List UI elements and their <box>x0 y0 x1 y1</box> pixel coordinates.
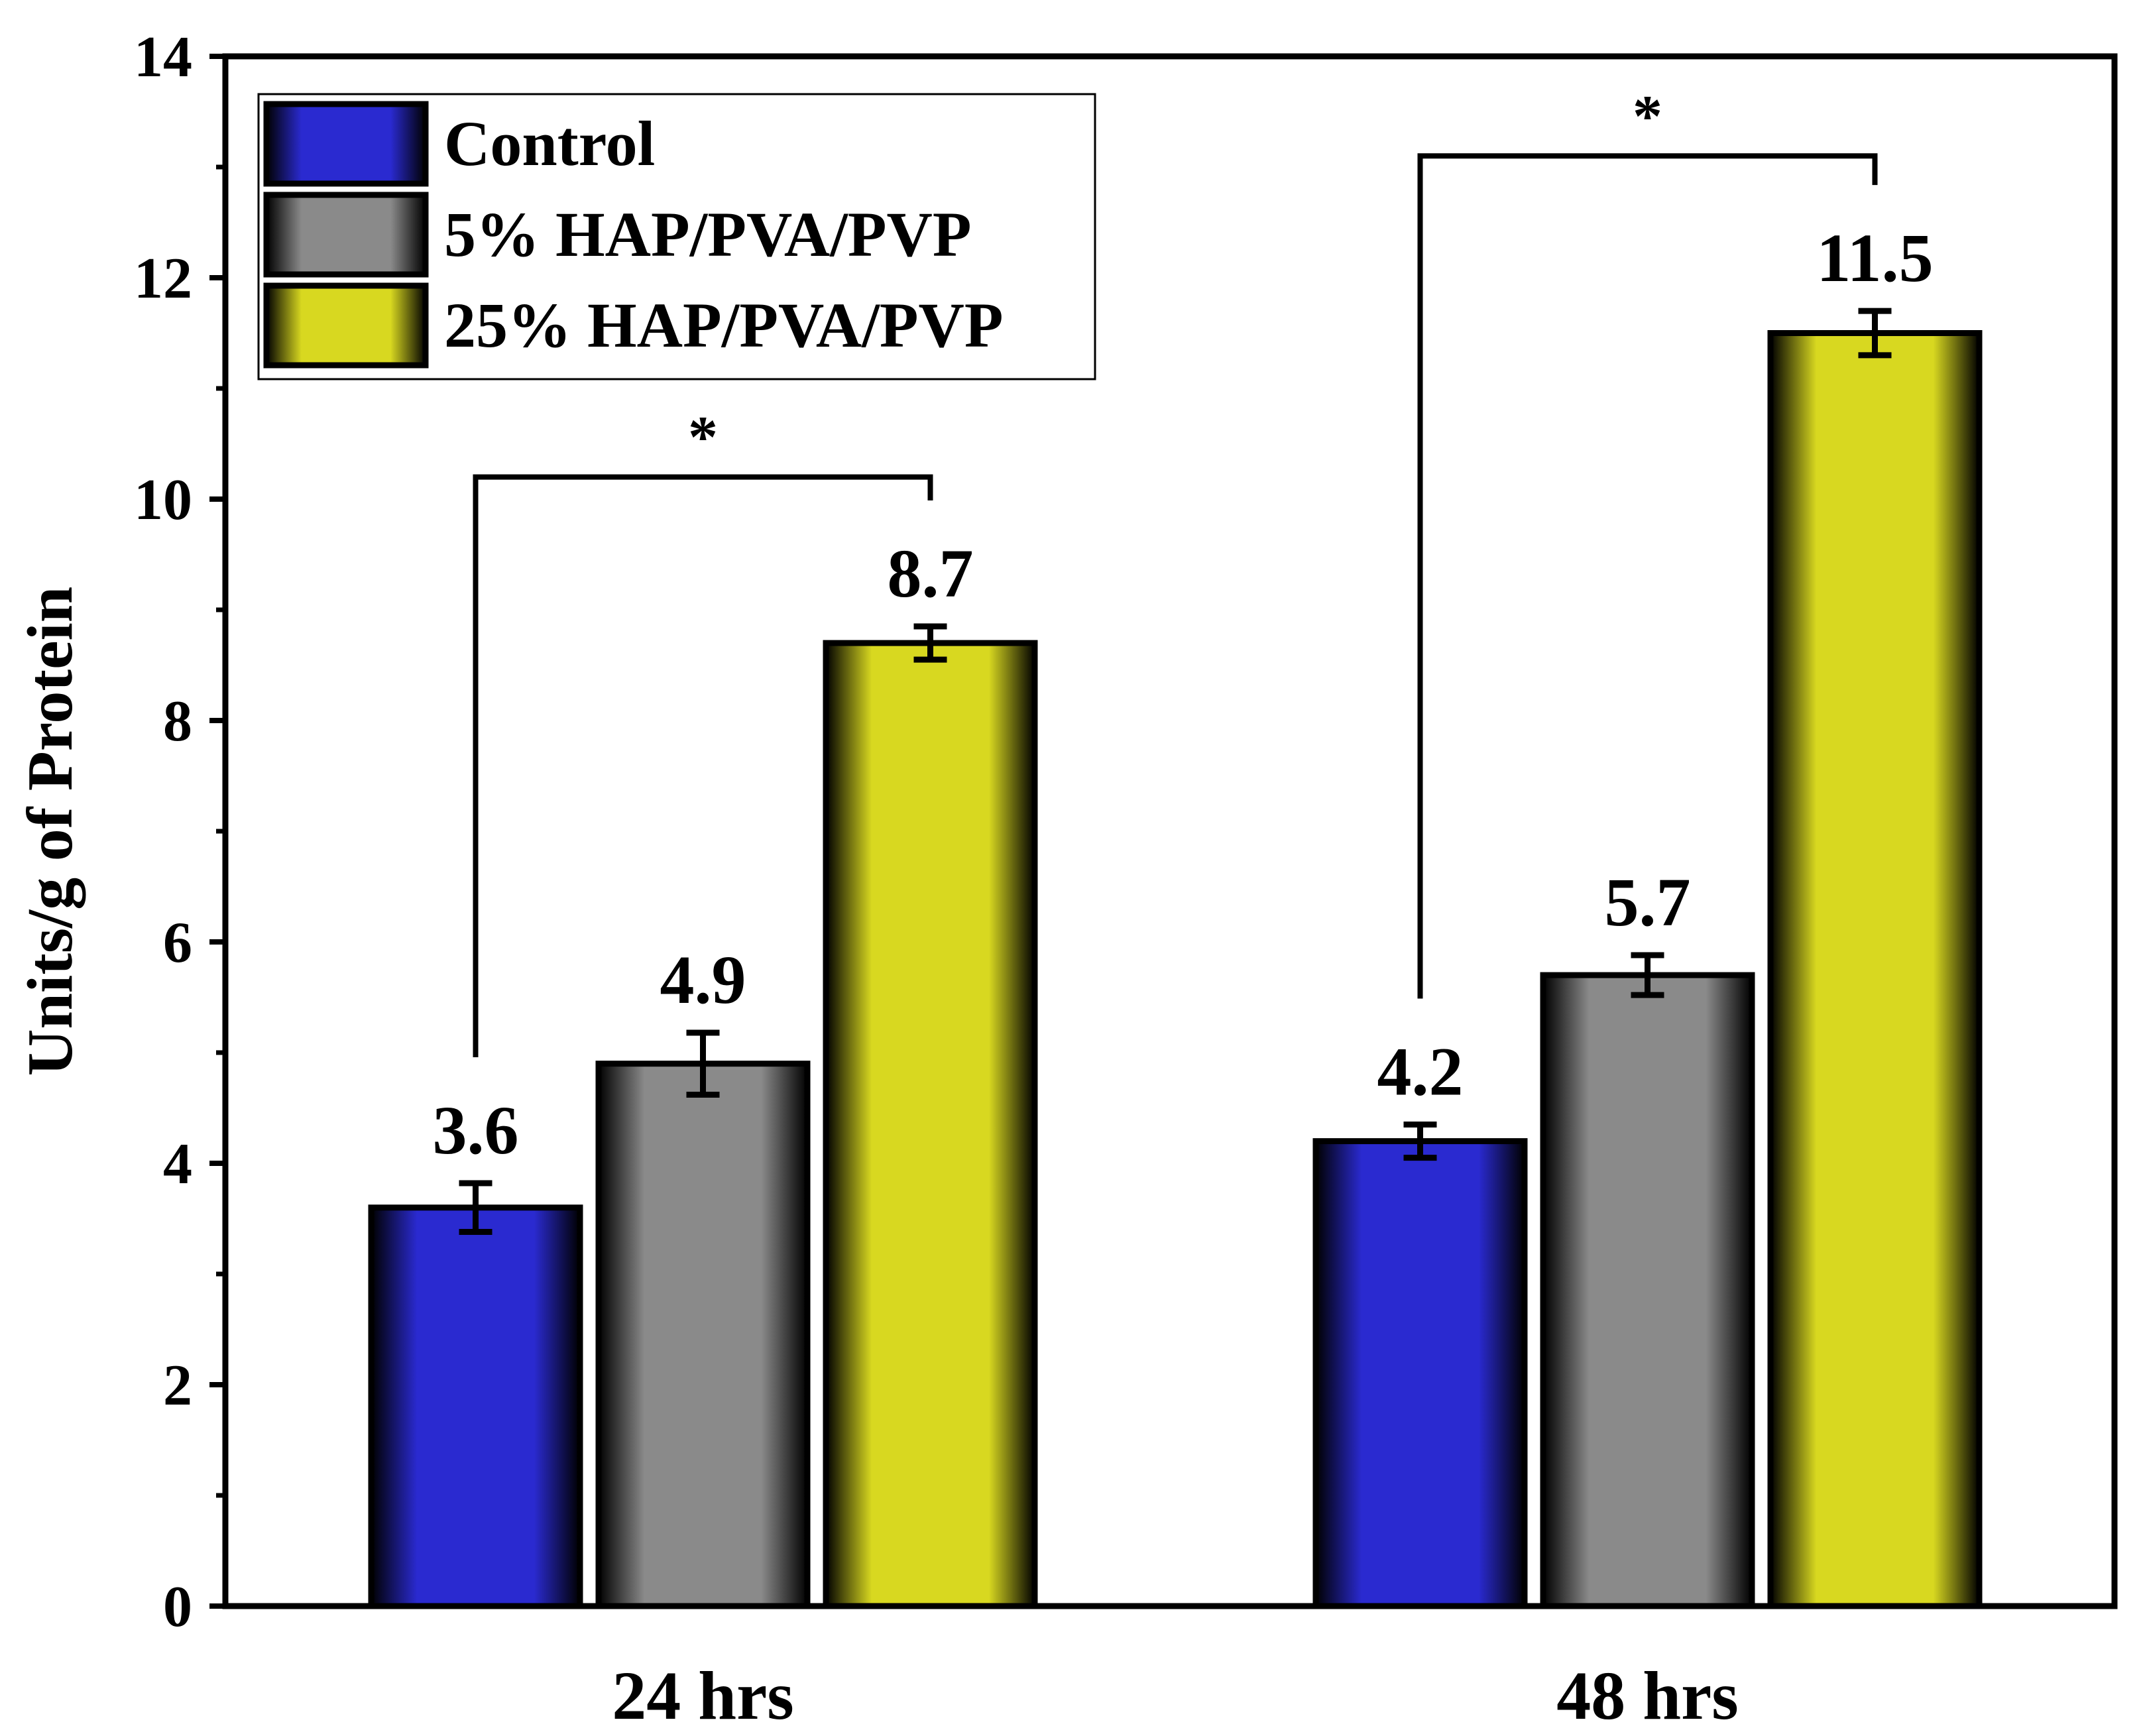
bar-24-hrs-series-2 <box>823 640 1038 1609</box>
x-category-label: 48 hrs <box>1556 1658 1738 1734</box>
error-bar <box>913 623 947 663</box>
y-axis: 0 2 4 6 8 10 12 14 <box>134 25 225 1639</box>
y-tick-label: 10 <box>134 468 192 532</box>
significance-star: * <box>688 405 718 471</box>
legend-swatch <box>263 192 429 278</box>
y-tick-label: 4 <box>163 1132 192 1196</box>
x-axis: 24 hrs 48 hrs <box>612 1658 1738 1734</box>
y-tick-label: 6 <box>163 911 192 975</box>
y-axis-label: Units/g of Protein <box>15 587 86 1076</box>
y-tick-label: 12 <box>134 247 192 311</box>
significance-star: * <box>1633 84 1662 149</box>
y-tick-label: 14 <box>134 25 192 89</box>
bar-48-hrs-series-1 <box>1540 972 1755 1609</box>
data-label: 4.9 <box>660 942 746 1018</box>
error-bar <box>459 1180 492 1236</box>
x-category-label: 24 hrs <box>612 1658 793 1734</box>
bar-48-hrs-series-0 <box>1312 1138 1528 1609</box>
legend: Control 5% HAP/PVA/PVP 25% HAP/PVA/PVP <box>257 93 1096 380</box>
y-tick-label: 0 <box>163 1575 192 1639</box>
bar-24-hrs-series-0 <box>368 1204 583 1609</box>
legend-label: Control <box>444 108 655 179</box>
y-tick-label: 2 <box>163 1354 192 1418</box>
bars-layer <box>368 330 1983 1609</box>
data-label: 5.7 <box>1605 864 1691 941</box>
error-bar <box>1858 308 1892 359</box>
significance-annotations: ** <box>473 84 1878 1058</box>
bar-24-hrs-series-1 <box>595 1061 811 1609</box>
error-bar <box>1631 952 1664 998</box>
legend-swatch <box>263 101 429 187</box>
data-label: 4.2 <box>1377 1034 1464 1110</box>
data-label: 8.7 <box>888 536 974 612</box>
legend-label: 5% HAP/PVA/PVP <box>444 199 972 270</box>
data-label: 3.6 <box>433 1092 519 1169</box>
bar-48-hrs-series-2 <box>1767 330 1983 1609</box>
error-bar <box>686 1029 720 1098</box>
y-tick-label: 8 <box>163 689 192 754</box>
error-bars-layer <box>459 308 1892 1236</box>
data-label: 11.5 <box>1816 220 1933 296</box>
legend-label: 25% HAP/PVA/PVP <box>444 290 1004 361</box>
significance-bracket <box>1417 153 1878 999</box>
error-bar <box>1403 1122 1437 1161</box>
legend-swatch <box>263 282 429 369</box>
data-labels-layer: 3.6 4.9 8.7 4.2 5.7 11.5 <box>433 220 1934 1169</box>
significance-bracket <box>473 474 933 1058</box>
